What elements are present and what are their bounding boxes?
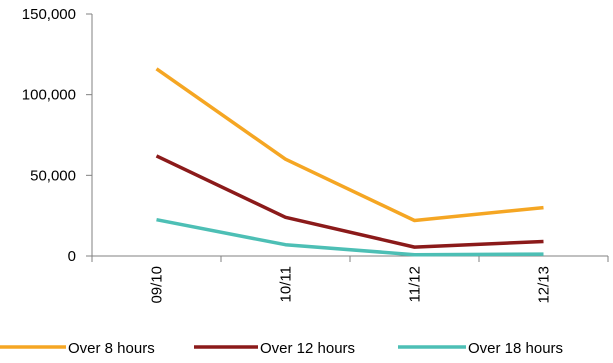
series-lines [155,67,544,257]
y-tick-label: 50,000 [30,167,76,184]
axes [91,14,608,257]
legend-label-2: Over 12 hours [260,340,355,357]
x-axis-ticks: 09/10 10/11 11/12 12/13 [91,256,609,304]
y-tick-label: 100,000 [22,87,76,104]
x-tick-label: 10/11 [278,266,295,302]
y-tick-label: 0 [68,248,76,265]
legend-label-1: Over 8 hours [68,340,155,357]
series-line-1 [155,67,544,223]
x-tick-label: 11/12 [407,266,424,302]
series-line-3 [156,217,544,257]
y-tick-label: 150,000 [22,6,76,23]
legend: Over 8 hours Over 12 hours Over 18 hours [0,340,563,357]
x-tick-label: 12/13 [536,266,553,304]
series-line-2 [155,154,544,249]
y-axis-ticks: 0 50,000 100,000 150,000 [22,6,92,265]
legend-label-3: Over 18 hours [468,340,563,357]
x-tick-label: 09/10 [149,266,166,304]
